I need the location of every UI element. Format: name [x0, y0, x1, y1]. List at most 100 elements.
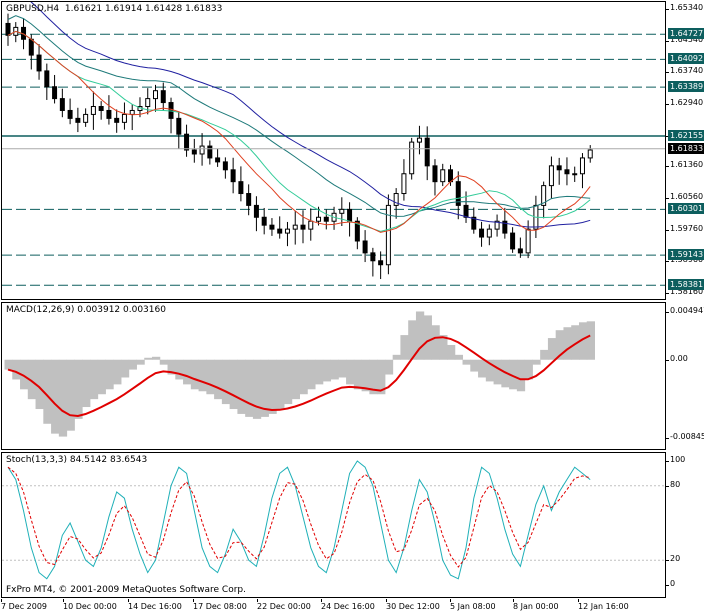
level-price-label: 1.64092	[668, 53, 704, 65]
candle-body	[129, 109, 135, 115]
macd-histogram-bar	[307, 359, 316, 390]
candle-body	[556, 165, 562, 171]
ma-line-blue	[30, 2, 591, 228]
macd-histogram-bar	[532, 359, 541, 365]
candle-body	[98, 106, 104, 111]
time-tick-label: 22 Dec 00:00	[257, 599, 311, 611]
macd-histogram-bar	[423, 315, 432, 360]
level-price-label: 1.58381	[668, 279, 704, 291]
candle-body	[199, 145, 205, 155]
macd-histogram-bar	[555, 330, 564, 360]
macd-histogram-bar	[20, 359, 29, 390]
price-chart-pane[interactable]: GBPUSD,H4 1.61621 1.61914 1.61428 1.6183…	[1, 1, 666, 300]
macd-histogram-bar	[322, 359, 332, 382]
candle-body	[432, 165, 438, 183]
level-price-label: 1.59143	[668, 249, 704, 261]
candle-body	[59, 98, 65, 111]
candle-body	[510, 232, 516, 250]
candle-body	[416, 137, 422, 143]
candle-body	[184, 133, 190, 151]
macd-histogram-bar	[578, 322, 588, 360]
macd-tick-label: -0.00845	[666, 432, 704, 441]
ma-line-red	[7, 30, 591, 233]
candle-body	[36, 54, 42, 72]
candle-body	[455, 181, 461, 206]
candle-body	[471, 216, 477, 230]
time-tick-label: 5 Jan 08:00	[450, 599, 496, 611]
macd-histogram-bar	[206, 359, 215, 395]
macd-histogram-bar	[152, 356, 161, 360]
macd-histogram-bar	[447, 344, 456, 360]
candle-body	[246, 193, 252, 206]
macd-histogram-bar	[276, 359, 285, 410]
stochastic-canvas[interactable]	[2, 453, 665, 597]
candle-body	[52, 86, 58, 100]
macd-histogram-bar	[159, 359, 169, 365]
candle-body	[269, 224, 275, 230]
candle-body	[121, 113, 127, 123]
macd-histogram-bar	[144, 357, 153, 360]
candle-body	[222, 161, 228, 171]
macd-histogram-bar	[493, 359, 502, 385]
candle-body	[284, 228, 290, 234]
macd-histogram-bar	[361, 359, 370, 392]
candle-body	[5, 22, 11, 36]
macd-histogram-bar	[97, 359, 106, 395]
macd-histogram-bar	[51, 359, 60, 434]
level-price-label: 1.64727	[668, 28, 704, 40]
macd-histogram-bar	[291, 359, 300, 400]
macd-histogram-bar	[136, 359, 145, 365]
candle-body	[160, 90, 166, 104]
macd-histogram-bar	[82, 359, 91, 408]
macd-histogram-bar	[563, 327, 572, 360]
macd-histogram-bar	[369, 359, 378, 395]
candle-body	[463, 204, 469, 218]
macd-histogram-bar	[252, 359, 262, 419]
stoch-tick-label: 80	[665, 479, 681, 489]
stoch-header: Stoch(13,3,3) 84.5142 83.6543	[6, 455, 148, 465]
candle-body	[486, 228, 492, 238]
macd-histogram-bar	[454, 354, 464, 360]
macd-histogram-bar	[478, 359, 487, 378]
time-tick-label: 10 Dec 00:00	[63, 599, 117, 611]
macd-histogram-bar	[237, 359, 246, 414]
candle-body	[494, 220, 500, 230]
macd-histogram-bar	[260, 359, 269, 417]
price-tick-label: 1.61360	[665, 160, 704, 170]
macd-histogram-bar	[377, 359, 386, 395]
level-price-label: 1.60301	[668, 203, 704, 215]
macd-tick-label: 0.004947	[665, 306, 704, 315]
macd-tick-label: 0.00	[666, 353, 688, 363]
candle-body	[153, 90, 158, 100]
stochastic-pane[interactable]: Stoch(13,3,3) 84.5142 83.6543 FxPro MT4,…	[1, 452, 666, 598]
candle-body	[378, 260, 384, 266]
current-price-label: 1.61833	[668, 142, 704, 154]
macd-pane[interactable]: MACD(12,26,9) 0.003912 0.003160	[1, 302, 666, 450]
candle-body	[215, 157, 221, 163]
macd-histogram-bar	[105, 359, 114, 390]
time-tick-label: 30 Dec 12:00	[386, 599, 440, 611]
price-chart-canvas[interactable]	[2, 2, 665, 299]
candle-body	[316, 216, 322, 222]
macd-histogram-bar	[283, 359, 293, 405]
macd-canvas[interactable]	[2, 303, 665, 449]
candle-body	[517, 248, 523, 254]
candle-body	[440, 169, 446, 183]
macd-histogram-bar	[571, 325, 580, 360]
macd-histogram-bar	[524, 359, 533, 380]
macd-histogram-bar	[4, 359, 13, 370]
candle-body	[277, 228, 283, 234]
macd-histogram-bar	[485, 359, 495, 382]
macd-histogram-bar	[167, 359, 176, 375]
candle-body	[308, 220, 314, 230]
macd-histogram-bar	[315, 359, 324, 385]
stochastic-axis: 100 80 20 0	[665, 452, 704, 598]
macd-histogram-bar	[400, 335, 409, 360]
macd-histogram-bar	[113, 359, 122, 385]
macd-histogram-bar	[509, 359, 518, 390]
macd-histogram-bar	[190, 359, 200, 390]
candle-body	[339, 208, 345, 214]
candle-body	[502, 220, 508, 234]
time-tick-label: 7 Dec 2009	[1, 599, 48, 611]
candle-body	[44, 70, 50, 88]
